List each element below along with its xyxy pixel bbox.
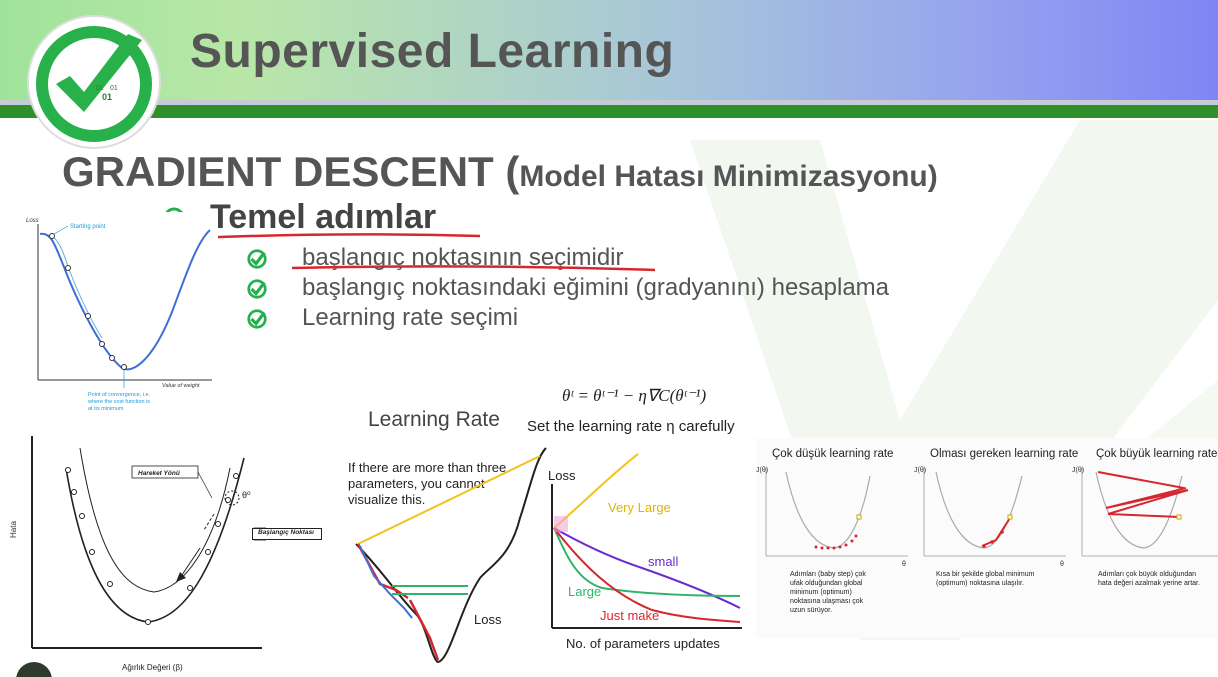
- corner-badge: [16, 662, 52, 677]
- fig2-dir-label: Hareket Yönü: [138, 470, 180, 477]
- fig5-desc1-1: Adımları (baby step) çok: [790, 571, 866, 578]
- checkmark-logo-icon: 01 01 01: [27, 15, 161, 149]
- fig3-title: Learning Rate: [368, 408, 500, 431]
- page-title: Supervised Learning: [190, 25, 675, 78]
- fig2-start-label-box-text: Başlangıç Noktası: [258, 529, 314, 536]
- fig4-caption: Set the learning rate η carefully: [527, 418, 735, 435]
- fig5-title-2: Olması gereken learning rate: [930, 448, 1078, 460]
- figure-error-parabola: Hata θ⁰ Hareket Yönü Başlangıç Noktası A…: [4, 428, 266, 677]
- heading-main: GRADIENT DESCENT (: [62, 148, 520, 195]
- main-heading: GRADIENT DESCENT (Model Hatası Minimizas…: [62, 148, 938, 196]
- fig2-start-box: [252, 528, 322, 540]
- logo-digits-3: 01: [102, 92, 112, 102]
- fig4-small: small: [648, 554, 678, 569]
- figure-loss-vs-updates: Loss Very Large small Large Just make No…: [548, 453, 742, 651]
- heading-sub: Model Hatası Minimizasyonu): [519, 160, 938, 193]
- fig5-j-2: J(θ): [914, 467, 926, 474]
- section-title: Temel adımlar: [210, 198, 437, 236]
- fig5-theta-2: θ: [1060, 561, 1064, 568]
- check-circle-icon: [247, 279, 267, 299]
- fig1-conv-line-3: at its minimum: [88, 406, 124, 412]
- fig5-desc1-4: noktasına ulaşması çok: [790, 598, 864, 605]
- fig1-start-label: Starting point: [70, 224, 106, 230]
- fig5-title-1: Çok düşük learning rate: [772, 448, 893, 460]
- fig5-desc1-5: uzun sürüyor.: [790, 607, 832, 614]
- fig4-very-large: Very Large: [608, 500, 671, 515]
- figure-learning-rate-comparison: Çok düşük learning rate Olması gereken l…: [756, 438, 1218, 638]
- check-circle-icon: [247, 309, 267, 329]
- header-green-bar: [0, 105, 1218, 118]
- fig5-theta-1: θ: [902, 561, 906, 568]
- fig2-ylabel: Hata: [9, 521, 18, 538]
- underline-annotation: [291, 265, 656, 272]
- logo-digits-2: 01: [110, 85, 118, 92]
- fig1-ylabel: Loss: [26, 218, 39, 224]
- fig1-conv-line-2: where the cost function is: [87, 399, 150, 405]
- bullet-item-3: Learning rate seçimi: [302, 304, 519, 331]
- fig2-theta: θ⁰: [242, 490, 251, 500]
- fig4-ylabel: Loss: [548, 468, 576, 483]
- check-circle-icon: [247, 249, 267, 269]
- fig5-j-1: J(θ): [756, 467, 768, 474]
- header-divider: [0, 100, 1218, 105]
- fig5-j-3: J(θ): [1072, 467, 1084, 474]
- fig3-text-3: visualize this.: [348, 492, 425, 507]
- fig3-text-2: parameters, you cannot: [348, 476, 485, 491]
- fig2-xlabel: Ağırlık Değeri (β): [122, 663, 183, 672]
- fig5-desc3-1: Adımları çok büyük olduğundan: [1098, 571, 1196, 578]
- fig5-title-3: Çok büyük learning rate: [1096, 448, 1217, 460]
- fig3-text-1: If there are more than three: [348, 460, 506, 475]
- figure-learning-rate-landscape: Learning Rate If there are more than thr…: [348, 408, 547, 664]
- fig5-desc3-2: hata değeri azalmak yerine artar.: [1098, 580, 1200, 587]
- fig1-conv-line-1: Point of convergence, i.e.: [88, 392, 151, 398]
- fig4-xlabel: No. of parameters updates: [566, 636, 720, 651]
- fig5-desc2-1: Kısa bir şekilde global minimum: [936, 571, 1035, 578]
- fig4-formula: θᵗ = θᵗ⁻¹ − η∇C(θᵗ⁻¹): [562, 386, 707, 405]
- fig5-desc2-2: (optimum) noktasına ulaşılır.: [936, 580, 1024, 587]
- fig4-large: Large: [568, 584, 601, 599]
- fig5-desc1-2: ufak olduğundan global: [790, 580, 863, 587]
- fig3-loss-label: Loss: [474, 612, 502, 627]
- logo-digits-1: 01: [96, 85, 104, 92]
- header-banner: [0, 0, 1218, 100]
- fig5-desc1-3: minimum (optimum): [790, 589, 852, 596]
- fig4-just-make: Just make: [600, 608, 659, 623]
- fig1-xlabel: Value of weight: [162, 383, 200, 389]
- underline-annotation: [196, 233, 481, 240]
- figure-loss-curve: Loss Starting point Value of weight Poin…: [22, 212, 218, 426]
- bullet-item-2: başlangıç noktasındaki eğimini (gradyanı…: [302, 274, 890, 301]
